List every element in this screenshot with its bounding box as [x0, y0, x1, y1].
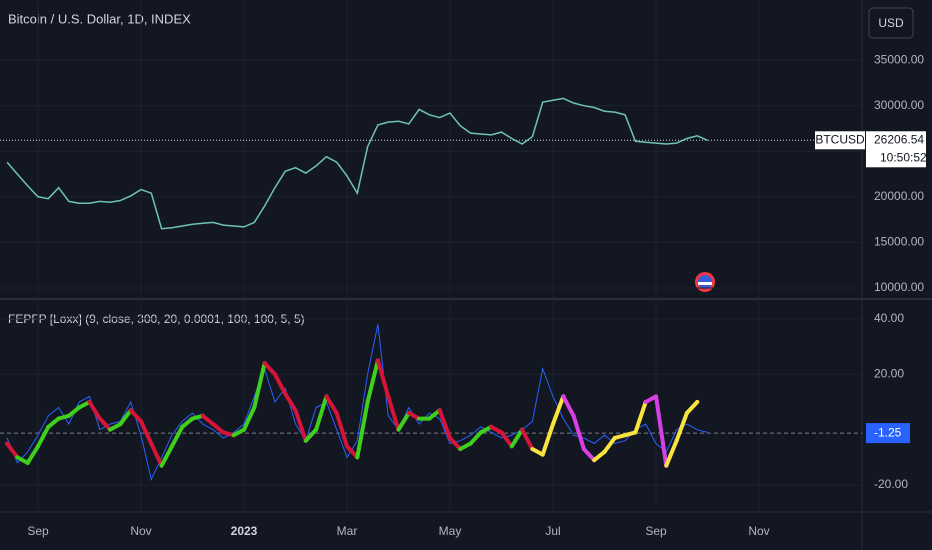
signal-segment: [128, 408, 143, 424]
signal-segment: [468, 430, 483, 446]
signal-segment: [200, 413, 216, 427]
signal-segment: [345, 444, 360, 460]
signal-segment: [46, 416, 61, 429]
signal-segment: [375, 358, 391, 399]
signal-segment: [674, 411, 689, 443]
signal-segment: [25, 444, 40, 465]
signal-segment: [540, 422, 555, 457]
signal-segment: [211, 422, 226, 435]
signal-segment: [324, 394, 339, 416]
signal-segment: [520, 427, 535, 452]
signal-segment: [159, 444, 174, 468]
signal-segment: [334, 411, 349, 449]
signal-segment: [262, 361, 277, 377]
x-tick-label: Jul: [545, 524, 560, 538]
signal-segment: [561, 394, 576, 418]
x-tick-label: 2023: [231, 524, 258, 538]
x-tick-label: Sep: [27, 524, 49, 538]
symbol-box: [815, 131, 865, 150]
signal-segment: [242, 405, 257, 432]
signal-point: [695, 399, 700, 404]
signal-segment: [66, 405, 82, 418]
last-value-label: -1.25: [874, 425, 902, 439]
event-flag[interactable]: [695, 272, 715, 292]
symbol-label: BTCUSD: [815, 132, 865, 146]
y-tick-label: 10000.00: [874, 280, 924, 294]
currency-button[interactable]: [868, 7, 914, 39]
series-line: [6, 97, 708, 230]
signal-segment: [314, 394, 329, 432]
signal-segment: [509, 427, 525, 449]
signal-segment: [551, 394, 566, 427]
signal-segment: [602, 435, 617, 454]
signal-segment: [654, 394, 669, 468]
x-tick-label: May: [439, 524, 462, 538]
x-tick-label: Mar: [337, 524, 358, 538]
flag-stripe[interactable]: [698, 282, 712, 285]
y-tick-label: 40.00: [874, 311, 904, 325]
signal-segment: [97, 416, 113, 432]
signal-segment: [437, 408, 452, 440]
signal-segment: [355, 399, 370, 460]
signal-segment: [571, 413, 586, 452]
value-box: [866, 423, 910, 444]
signal-segment: [283, 391, 298, 413]
y-tick-label: 20.00: [874, 366, 904, 380]
y-tick-label: 30000.00: [874, 98, 924, 112]
last-price-label: 26206.54: [874, 132, 924, 146]
signal-segment: [581, 447, 597, 463]
signal-segment: [293, 408, 308, 443]
signal-segment: [36, 424, 51, 449]
signal-segment: [386, 394, 401, 432]
signal-segment: [633, 399, 648, 435]
signal-segment: [499, 430, 514, 449]
signal-segment: [180, 416, 195, 429]
signal-segment: [252, 361, 267, 410]
y-tick-label: -20.00: [874, 477, 908, 491]
signal-segment: [5, 441, 20, 460]
y-tick-label: 35000.00: [874, 52, 924, 66]
signal-segment: [87, 399, 102, 421]
x-tick-label: Sep: [645, 524, 667, 538]
signal-segment: [365, 358, 380, 404]
y-tick-label: 20000.00: [874, 189, 924, 203]
signal-segment: [664, 438, 679, 468]
signal-segment: [448, 435, 463, 452]
x-tick-label: Nov: [748, 524, 769, 538]
signal-segment: [684, 399, 700, 416]
signal-segment: [149, 441, 164, 468]
signal-segment: [139, 419, 154, 446]
signal-segment: [396, 411, 411, 432]
signal-segment: [303, 427, 319, 443]
countdown-label: 10:50:52: [880, 150, 927, 164]
signal-segment: [118, 408, 133, 427]
signal-segment: [169, 424, 185, 449]
chart-title: Bitcoin / U.S. Dollar, 1D, INDEX: [8, 11, 191, 26]
signal-segment: [592, 449, 607, 463]
signal-segment: [427, 408, 442, 421]
series-line: [6, 324, 708, 482]
currency[interactable]: USD: [878, 16, 904, 30]
signal-segment: [272, 372, 288, 396]
x-tick-label: Nov: [130, 524, 151, 538]
y-tick-label: 15000.00: [874, 235, 924, 249]
price-box: [866, 131, 926, 168]
